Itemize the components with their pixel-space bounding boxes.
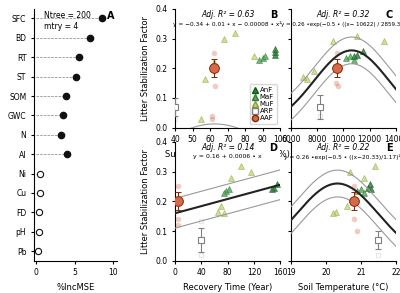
- X-axis label: Soil Temperature (°C): Soil Temperature (°C): [298, 283, 389, 292]
- Legend: AnF, MaF, MuF, ARP, AAF: AnF, MaF, MuF, ARP, AAF: [250, 84, 277, 124]
- Text: y = 0.16 + 0.0006 • x: y = 0.16 + 0.0006 • x: [193, 154, 262, 159]
- Text: Adj. R² = 0.32: Adj. R² = 0.32: [317, 10, 370, 19]
- X-axis label: Surrounding Forest Cover (%): Surrounding Forest Cover (%): [165, 150, 290, 159]
- Text: Adj. R² = 0.63: Adj. R² = 0.63: [201, 10, 254, 19]
- Text: B: B: [270, 10, 277, 20]
- Text: y = 0.26 •exp(−0.5 • ((x− 10622) / 2859.3)²): y = 0.26 •exp(−0.5 • ((x− 10622) / 2859.…: [281, 21, 400, 27]
- X-axis label: Recovery Time (Year): Recovery Time (Year): [183, 283, 272, 292]
- Text: E: E: [386, 143, 393, 153]
- Y-axis label: Litter Stabilization Factor: Litter Stabilization Factor: [141, 149, 150, 254]
- Text: y = 0.26 •exp(−0.5 • ((x−20.33)/1.17)²): y = 0.26 •exp(−0.5 • ((x−20.33)/1.17)²): [284, 154, 400, 160]
- Text: C: C: [386, 10, 393, 20]
- Text: Adj. R² = 0.22: Adj. R² = 0.22: [317, 143, 370, 152]
- Text: A: A: [107, 11, 115, 21]
- X-axis label: Bacteria Diversity: Bacteria Diversity: [306, 150, 381, 159]
- Text: y = −0.34 + 0.01 • x − 0.00008 • x²: y = −0.34 + 0.01 • x − 0.00008 • x²: [174, 21, 282, 27]
- X-axis label: %IncMSE: %IncMSE: [56, 283, 95, 292]
- Text: Ntree = 200
mtry = 4: Ntree = 200 mtry = 4: [44, 11, 91, 31]
- Y-axis label: Litter Stabilization Factor: Litter Stabilization Factor: [141, 16, 150, 121]
- Text: D: D: [269, 143, 277, 153]
- Text: Adj. R² = 0.14: Adj. R² = 0.14: [201, 143, 254, 152]
